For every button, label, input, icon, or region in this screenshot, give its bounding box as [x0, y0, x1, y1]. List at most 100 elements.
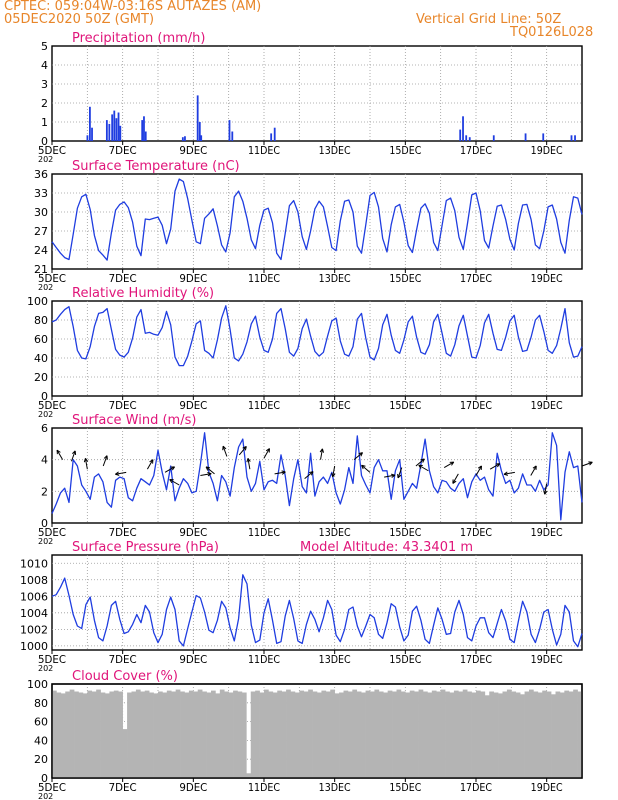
precip-bar [181, 137, 184, 141]
cloud-bar [175, 689, 181, 778]
wind-arrow [331, 465, 336, 478]
wind-arrow [415, 458, 425, 467]
panel-frame [51, 45, 583, 142]
x-tick-label: 9DEC [179, 653, 207, 666]
y-tick-label: 0 [41, 390, 48, 403]
x-tick-label: 9DEC [179, 781, 207, 794]
precip-bar [91, 127, 93, 141]
panel-frame [51, 300, 583, 397]
cloud-bar [352, 689, 358, 778]
cloud-bar [440, 689, 446, 778]
y-tick-label: 1010 [20, 557, 48, 570]
precip-bar [108, 123, 111, 141]
cloud-bar [343, 690, 349, 778]
wind-arrow [222, 445, 228, 457]
cloud-bar [184, 692, 190, 778]
cloud-bar [498, 693, 503, 778]
y-tick-label: 100 [27, 678, 48, 691]
x-year-stub: 202 [38, 283, 53, 292]
y-tick-label: 1 [41, 116, 48, 129]
cloud-bar [555, 691, 561, 778]
x-tick-label: 9DEC [179, 526, 207, 539]
y-tick-label: 80 [34, 314, 48, 327]
y-tick-label: 6 [41, 422, 48, 435]
cloud-bar [78, 692, 84, 778]
y-tick-label: 21 [34, 263, 48, 276]
precip-bar [465, 135, 468, 141]
y-tick-label: 40 [34, 352, 48, 365]
precip-bar [270, 133, 273, 141]
y-tick-label: 1006 [20, 590, 48, 603]
x-tick-label: 5DEC [38, 781, 66, 794]
panel-title: Surface Pressure (hPa) [72, 540, 219, 555]
y-tick-label: 5 [41, 40, 48, 53]
cloud-bar [268, 691, 274, 778]
x-tick-label: 11DEC [248, 653, 280, 666]
series-line [51, 178, 583, 261]
panel-5 [51, 554, 583, 654]
cloud-bar [533, 691, 539, 778]
cloud-bar [427, 692, 433, 778]
precip-bar [86, 135, 89, 141]
x-tick-label: 9DEC [179, 272, 207, 285]
panel-2 [51, 173, 583, 273]
x-tick-label: 15DEC [389, 144, 421, 157]
precip-bar [111, 114, 114, 141]
x-tick-label: 17DEC [460, 144, 492, 157]
y-tick-label: 1002 [20, 623, 48, 636]
wind-arrow [503, 471, 515, 476]
wind-arrow [246, 458, 251, 470]
x-tick-label: 13DEC [319, 781, 351, 794]
panel-title: Surface Temperature (nC) [72, 159, 240, 174]
cloud-bar [409, 690, 415, 778]
x-tick-label: 5DEC [38, 526, 66, 539]
panel-frame [51, 554, 583, 651]
y-tick-label: 60 [34, 716, 48, 729]
cloud-bar [197, 689, 203, 778]
wind-arrow [238, 446, 247, 456]
precip-bar [184, 136, 186, 141]
x-tick-label: 13DEC [319, 653, 351, 666]
cloud-bar [206, 692, 212, 778]
cloud-bar [524, 691, 530, 778]
wind-arrow [200, 472, 212, 477]
x-tick-label: 7DEC [109, 144, 137, 157]
cloud-bar [286, 689, 291, 778]
cloud-bar [374, 689, 380, 778]
precip-bar [143, 116, 145, 141]
x-tick-label: 7DEC [109, 781, 137, 794]
cloud-bar [202, 691, 207, 778]
x-tick-label: 5DEC [38, 653, 66, 666]
panel-1 [51, 45, 583, 145]
series-line [51, 305, 583, 367]
cloud-bar [96, 689, 101, 778]
cloud-bar [91, 691, 97, 778]
cloud-bar [396, 689, 402, 778]
cloud-bar [69, 689, 75, 778]
cloud-bar [211, 690, 216, 778]
cloud-bar [529, 689, 534, 778]
wind-arrow [361, 464, 371, 473]
cloud-bar [60, 693, 66, 778]
panel-annotation: Model Altitude: 43.3401 m [300, 540, 473, 555]
cloud-bar [551, 694, 556, 778]
cloud-bar [87, 690, 93, 778]
x-tick-label: 15DEC [389, 526, 421, 539]
header-grid-note: Vertical Grid Line: 50Z [416, 12, 562, 27]
wind-arrow [70, 450, 77, 462]
cloud-bar [480, 691, 486, 778]
cloud-bar [317, 692, 322, 778]
cloud-bar [361, 692, 366, 778]
y-tick-label: 36 [34, 168, 48, 181]
cloud-bar [321, 690, 327, 778]
precip-bar [144, 131, 147, 141]
header-code: TQ0126L028 [510, 25, 594, 40]
x-tick-label: 15DEC [389, 653, 421, 666]
header-station: CPTEC: 059:04W-03:16S AUTAZES (AM) [4, 0, 262, 14]
x-tick-label: 9DEC [179, 399, 207, 412]
y-tick-label: 60 [34, 333, 48, 346]
x-tick-label: 7DEC [109, 526, 137, 539]
cloud-bar [471, 692, 477, 778]
x-tick-label: 17DEC [460, 526, 492, 539]
